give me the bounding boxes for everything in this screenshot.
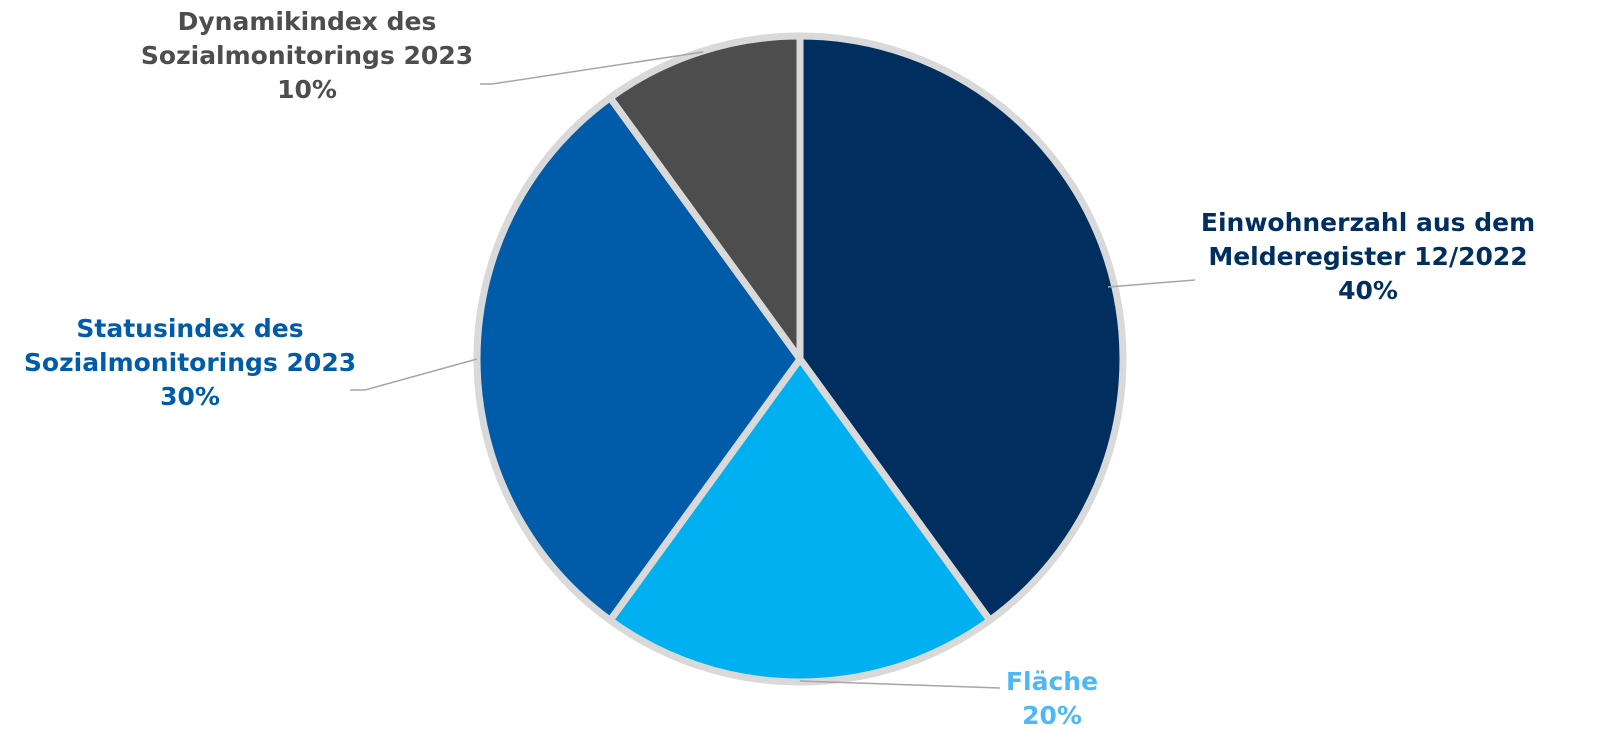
slice-label-3-line-2: Sozialmonitorings 2023	[24, 348, 356, 377]
slice-label-4-line-1: Dynamikindex des	[178, 7, 437, 36]
pie-slice-3	[473, 94, 804, 624]
leader-line-4	[480, 51, 704, 85]
slice-label-3-line-1: Statusindex des	[76, 314, 303, 343]
slice-value-label-3: 30%	[160, 382, 220, 411]
leader-line-1	[1107, 279, 1196, 288]
leader-lines	[350, 51, 1196, 689]
leader-line-2	[799, 680, 1001, 689]
pie-slices	[473, 32, 1127, 686]
leader-line-3	[350, 358, 478, 391]
pie-slice-2	[606, 355, 994, 686]
slice-label-1-line-2: Melderegister 12/2022	[1208, 242, 1527, 271]
slice-value-label-4: 10%	[277, 75, 337, 104]
pie-slice-1	[796, 32, 1127, 624]
slice-labels: Einwohnerzahl aus dem Melderegister 12/20…	[24, 7, 1535, 730]
slice-label-1-line-1: Einwohnerzahl aus dem	[1201, 208, 1535, 237]
slice-value-label-1: 40%	[1338, 276, 1398, 305]
slice-label-4-line-2: Sozialmonitorings 2023	[141, 41, 473, 70]
slice-label-2-line-1: Fläche	[1006, 667, 1098, 696]
slice-value-label-2: 20%	[1022, 701, 1082, 730]
